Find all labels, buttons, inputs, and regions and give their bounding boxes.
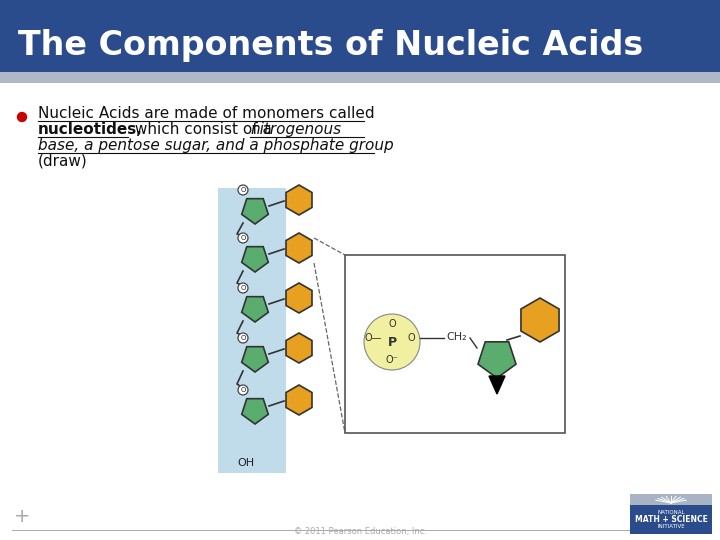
FancyBboxPatch shape xyxy=(0,72,720,83)
Polygon shape xyxy=(242,247,269,272)
Text: © 2011 Pearson Education, Inc.: © 2011 Pearson Education, Inc. xyxy=(294,527,426,536)
Text: base, a pentose sugar, and a phosphate group: base, a pentose sugar, and a phosphate g… xyxy=(38,138,394,153)
FancyBboxPatch shape xyxy=(0,0,720,72)
Text: O: O xyxy=(408,333,415,343)
Text: The Components of Nucleic Acids: The Components of Nucleic Acids xyxy=(18,30,643,63)
Text: (draw): (draw) xyxy=(38,154,88,169)
FancyBboxPatch shape xyxy=(0,83,720,540)
Circle shape xyxy=(238,185,248,195)
Text: Nucleic Acids are made of monomers called: Nucleic Acids are made of monomers calle… xyxy=(38,106,374,121)
Text: +: + xyxy=(14,507,30,526)
Polygon shape xyxy=(286,333,312,363)
Circle shape xyxy=(238,283,248,293)
Polygon shape xyxy=(489,376,505,394)
Text: CH₂: CH₂ xyxy=(446,332,467,342)
Text: which consist of a: which consist of a xyxy=(130,122,276,137)
Polygon shape xyxy=(478,342,516,378)
Text: O—: O— xyxy=(364,333,382,343)
Text: INITIATIVE: INITIATIVE xyxy=(657,524,685,530)
Text: O: O xyxy=(240,285,246,291)
Polygon shape xyxy=(286,283,312,313)
Text: O: O xyxy=(388,319,396,329)
Polygon shape xyxy=(242,296,269,322)
Text: OH: OH xyxy=(237,458,254,468)
Circle shape xyxy=(17,112,27,122)
Polygon shape xyxy=(242,399,269,424)
Text: O: O xyxy=(240,335,246,341)
FancyBboxPatch shape xyxy=(630,494,712,534)
Text: O: O xyxy=(240,387,246,393)
Circle shape xyxy=(238,333,248,343)
Text: P: P xyxy=(387,336,397,349)
Circle shape xyxy=(364,314,420,370)
Text: O⁻: O⁻ xyxy=(386,355,398,365)
Polygon shape xyxy=(286,385,312,415)
Polygon shape xyxy=(286,233,312,263)
Text: O: O xyxy=(240,187,246,193)
Circle shape xyxy=(238,385,248,395)
Polygon shape xyxy=(286,185,312,215)
Text: NATIONAL: NATIONAL xyxy=(657,510,685,515)
Text: O: O xyxy=(240,235,246,241)
Polygon shape xyxy=(521,298,559,342)
Polygon shape xyxy=(242,199,269,224)
FancyBboxPatch shape xyxy=(345,255,565,433)
FancyBboxPatch shape xyxy=(218,188,286,473)
Circle shape xyxy=(238,233,248,243)
FancyBboxPatch shape xyxy=(630,494,712,505)
Text: nucleotides,: nucleotides, xyxy=(38,122,143,137)
Text: nitrogenous: nitrogenous xyxy=(250,122,341,137)
Polygon shape xyxy=(242,347,269,372)
Text: MATH + SCIENCE: MATH + SCIENCE xyxy=(634,515,708,523)
